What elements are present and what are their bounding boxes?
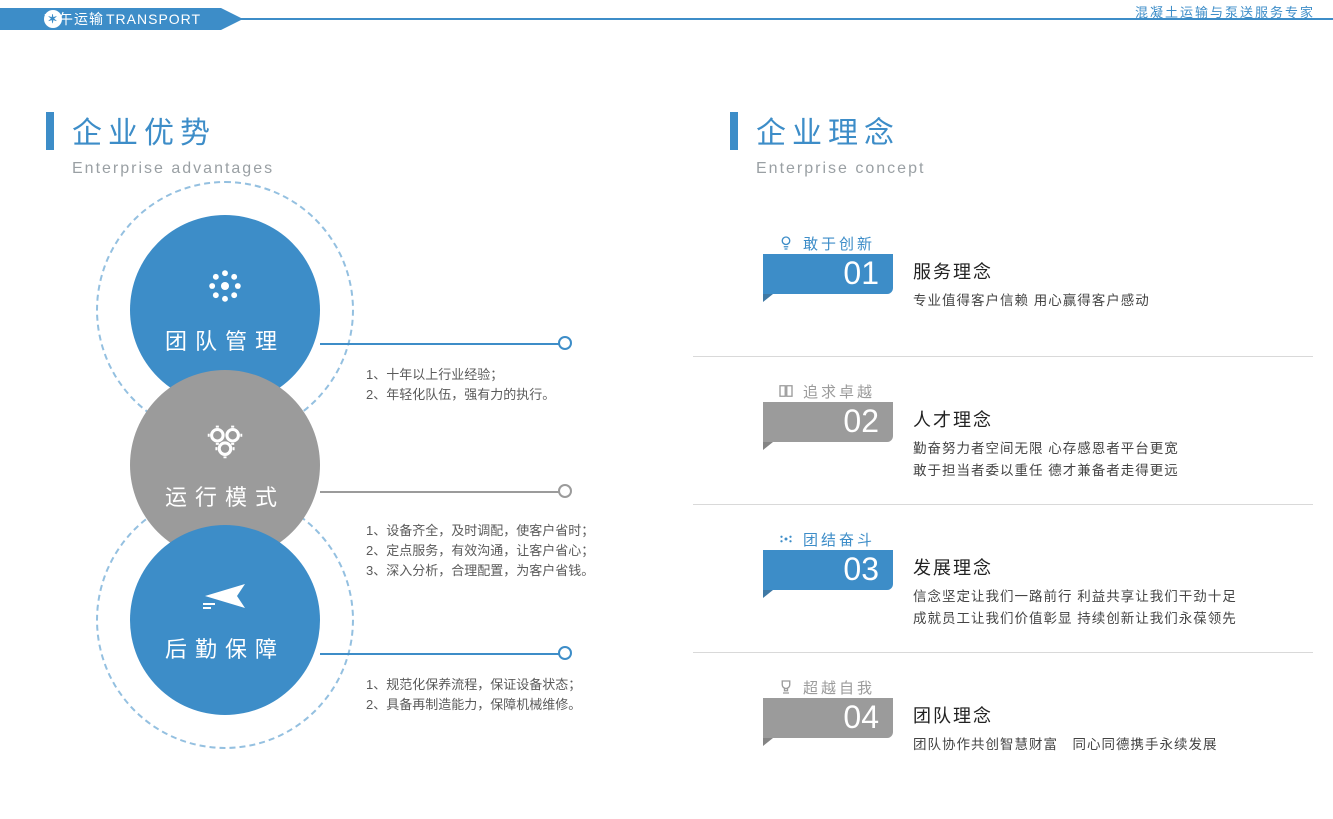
concept-title-4: 团队理念: [913, 702, 1218, 728]
concept-title-1: 服务理念: [913, 258, 1150, 284]
desc-3-line-1: 2、具备再制造能力，保障机械维修。: [366, 695, 581, 715]
concept-divider-3: [693, 652, 1313, 653]
concept-card-2: 追求卓越 02 人才理念 勤奋努力者空间无限 心存感恩者平台更宽 敢于担当者委以…: [763, 380, 1303, 442]
concept-tab-4: 超越自我 04: [763, 676, 893, 738]
circle-1-label: 团队管理: [165, 324, 285, 356]
concept-line-3-1: 成就员工让我们价值彰显 持续创新让我们永葆领先: [913, 608, 1237, 630]
plane-icon: [201, 576, 249, 616]
desc-1-line-0: 1、十年以上行业经验；: [366, 365, 555, 385]
concept-tab-3: 团结奋斗 03: [763, 528, 893, 590]
concept-card-4: 超越自我 04 团队理念 团队协作共创智慧财富 同心同德携手永续发展: [763, 676, 1303, 738]
concept-card-1: 敢于创新 01 服务理念 专业值得客户信赖 用心赢得客户感动: [763, 232, 1303, 294]
header-tagline: 混凝土运输与泵送服务专家: [1135, 2, 1315, 21]
concept-divider-1: [693, 356, 1313, 357]
concept-num-3: 03: [763, 550, 893, 588]
connector-2: [320, 491, 560, 493]
advantages-title: 企业优势 Enterprise advantages: [46, 108, 274, 178]
concept-title-2: 人才理念: [913, 406, 1179, 432]
concept-tag-2: 追求卓越: [803, 381, 875, 402]
concept-line-4-0: 团队协作共创智慧财富 同心同德携手永续发展: [913, 734, 1218, 756]
concept-title-3: 发展理念: [913, 554, 1237, 580]
concept-body-1: 服务理念 专业值得客户信赖 用心赢得客户感动: [913, 258, 1150, 312]
concept-title: 企业理念 Enterprise concept: [730, 108, 925, 178]
concept-num-4: 04: [763, 698, 893, 736]
circle-2-label: 运行模式: [165, 480, 285, 512]
team-icon: [203, 264, 247, 308]
desc-3-line-0: 1、规范化保养流程，保证设备状态；: [366, 675, 581, 695]
circle-3-label: 后勤保障: [165, 632, 285, 664]
concept-title-en: Enterprise concept: [756, 160, 925, 178]
desc-2: 1、设备齐全，及时调配，使客户省时； 2、定点服务，有效沟通，让客户省心； 3、…: [366, 521, 594, 581]
brand-en: TRANSPORT: [106, 11, 201, 27]
desc-3: 1、规范化保养流程，保证设备状态； 2、具备再制造能力，保障机械维修。: [366, 675, 581, 715]
concept-num-2: 02: [763, 402, 893, 440]
advantages-diagram: 团队管理 1、十年以上行业经验； 2、年轻化队伍，强有力的执行。 运行模式 1、…: [70, 215, 590, 795]
desc-2-line-2: 3、深入分析，合理配置，为客户省钱。: [366, 561, 594, 581]
connector-2-dot: [558, 484, 572, 498]
book-icon: [777, 382, 795, 400]
concept-tab-1: 敢于创新 01: [763, 232, 893, 294]
concept-body-4: 团队理念 团队协作共创智慧财富 同心同德携手永续发展: [913, 702, 1218, 756]
concept-tag-4: 超越自我: [803, 677, 875, 698]
connector-3: [320, 653, 560, 655]
lightbulb-icon: [777, 234, 795, 252]
advantages-title-cn: 企业优势: [72, 108, 274, 152]
concept-card-3: 团结奋斗 03 发展理念 信念坚定让我们一路前行 利益共享让我们干劲十足 成就员…: [763, 528, 1303, 590]
concept-body-2: 人才理念 勤奋努力者空间无限 心存感恩者平台更宽 敢于担当者委以重任 德才兼备者…: [913, 406, 1179, 482]
desc-2-line-0: 1、设备齐全，及时调配，使客户省时；: [366, 521, 594, 541]
circle-logistics: 后勤保障: [130, 525, 320, 715]
concept-tab-2: 追求卓越 02: [763, 380, 893, 442]
connector-1: [320, 343, 560, 345]
concept-tag-3: 团结奋斗: [803, 529, 875, 550]
concept-tag-1: 敢于创新: [803, 233, 875, 254]
concept-line-2-0: 勤奋努力者空间无限 心存感恩者平台更宽: [913, 438, 1179, 460]
brand-band: ✶ 言午运输 TRANSPORT: [0, 8, 221, 30]
concept-body-3: 发展理念 信念坚定让我们一路前行 利益共享让我们干劲十足 成就员工让我们价值彰显…: [913, 554, 1237, 630]
concept-line-2-1: 敢于担当者委以重任 德才兼备者走得更远: [913, 460, 1179, 482]
gears-icon: [202, 418, 248, 464]
advantages-title-en: Enterprise advantages: [72, 160, 274, 178]
logo-icon: ✶: [44, 10, 62, 28]
desc-1: 1、十年以上行业经验； 2、年轻化队伍，强有力的执行。: [366, 365, 555, 405]
connector-1-dot: [558, 336, 572, 350]
concept-line-3-0: 信念坚定让我们一路前行 利益共享让我们干劲十足: [913, 586, 1237, 608]
concept-num-1: 01: [763, 254, 893, 292]
title-accent-bar-2: [730, 112, 738, 150]
title-accent-bar: [46, 112, 54, 150]
connector-3-dot: [558, 646, 572, 660]
desc-1-line-1: 2、年轻化队伍，强有力的执行。: [366, 385, 555, 405]
trophy-icon: [777, 678, 795, 696]
concept-divider-2: [693, 504, 1313, 505]
header-bar: ✶ 言午运输 TRANSPORT 混凝土运输与泵送服务专家: [0, 8, 1333, 30]
group-icon: [777, 530, 795, 548]
desc-2-line-1: 2、定点服务，有效沟通，让客户省心；: [366, 541, 594, 561]
concept-line-1-0: 专业值得客户信赖 用心赢得客户感动: [913, 290, 1150, 312]
concept-title-cn: 企业理念: [756, 108, 925, 152]
